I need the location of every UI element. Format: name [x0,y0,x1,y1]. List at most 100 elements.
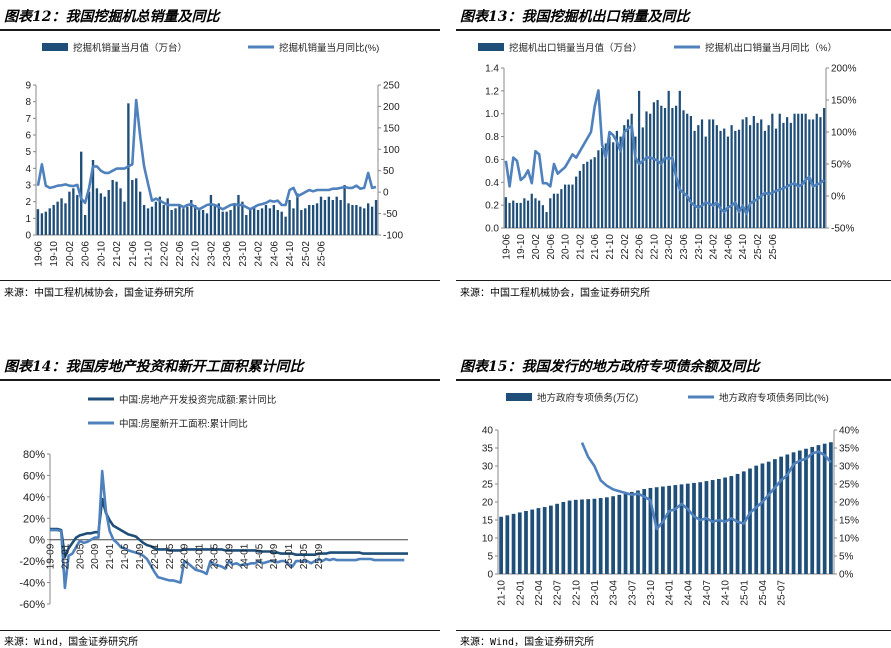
x-tick-label: 23-06 [222,241,233,267]
y-tick-label-left: 15 [482,516,494,527]
bar [505,197,507,228]
bar [316,203,318,235]
bar [292,208,294,235]
y-tick-label-left: 0.8 [485,132,499,143]
bar [131,180,133,235]
bar [237,195,239,235]
chart-svg: 挖掘机销量当月值（万台） 挖掘机销量当月同比(%) 0 1 2 3 4 5 6 7 8 9 -100 -5… [0,32,440,282]
x-tick-label: 24-09 [269,543,280,569]
bar [711,480,715,574]
bar [693,131,695,228]
bar [773,459,777,574]
y-tick-label-right: 150% [831,96,857,107]
source-rule [0,280,440,281]
bar [265,205,267,235]
x-tick-label: 23-06 [679,234,690,260]
bar [233,205,235,235]
bar [281,212,283,235]
x-tick-label: 23-10 [238,241,249,267]
bar [810,447,814,574]
x-tick-label: 23-01 [195,543,206,569]
bar [53,205,55,235]
bar [775,129,777,228]
x-tick-label: 22-04 [534,580,545,606]
y-tick-label-left: 5 [487,552,493,563]
bar [692,483,696,574]
bar [64,203,66,235]
x-tick-label: 20-10 [561,234,572,260]
panel-title: 图表13：我国挖掘机出口销量及同比 [460,6,689,26]
y-tick-label-right: -50 [383,209,398,220]
x-tick-label: 21-02 [112,241,123,267]
y-tick-label-right: 200% [831,64,857,75]
bar [705,137,707,228]
bar [537,508,541,574]
y-tick-label-left: 1.2 [485,86,499,97]
title-rule [456,379,891,381]
y-tick-label: 20% [23,513,45,525]
y-tick-label-right: 0% [831,192,846,203]
bar [343,185,345,235]
x-tick-label: 23-09 [225,543,236,569]
chart-panel-13: 图表13：我国挖掘机出口销量及同比 挖掘机出口销量当月值（万台） 挖掘机出口销量当… [456,0,891,300]
x-tick-label: 25-02 [753,234,764,260]
title-rule [0,29,440,31]
bar [123,202,125,235]
x-tick-label: 23-05 [210,543,221,569]
bar [320,197,322,235]
y-tick-label: 0% [29,535,45,547]
bar [673,485,677,574]
bar [760,119,762,228]
bar [627,119,629,228]
bar [111,180,113,235]
bar [60,198,62,235]
x-tick-label: 21-10 [144,241,155,267]
y-tick-label-left: 7 [25,114,31,125]
x-tick-label: 21-09 [135,543,146,569]
bar [245,215,247,235]
bar [701,119,703,228]
bar [135,178,137,235]
y-tick-label-right: 150 [383,123,400,134]
bar [660,106,662,228]
y-tick-label-right: 10% [839,534,859,545]
bar [49,208,51,235]
bar [723,478,727,574]
bar [571,185,573,228]
bar [798,451,802,574]
bar [579,171,581,228]
bar [786,117,788,228]
legend-swatch-bar [506,393,532,401]
bar [561,502,565,574]
bar [545,212,547,228]
bar [163,205,165,235]
y-tick-label-left: 25 [482,480,494,491]
bar [549,506,553,574]
bar [697,125,699,228]
x-tick-label: 25-07 [777,580,788,606]
y-tick-label-left: 1.4 [485,64,499,75]
bar [727,137,729,228]
bar [655,487,659,574]
y-tick-label-right: 50 [383,166,395,177]
x-tick-label: 22-05 [165,543,176,569]
bar [155,202,157,235]
bar [225,212,227,235]
bar [756,123,758,228]
x-tick-label: 23-02 [206,241,217,267]
bar [371,207,373,235]
x-tick-label: 19-10 [516,234,527,260]
bar [304,208,306,235]
bar [516,203,518,228]
x-tick-label: 23-02 [664,234,675,260]
bar [682,110,684,228]
chart-svg: 挖掘机出口销量当月值（万台） 挖掘机出口销量当月同比（%）0.00.20.40.6… [456,32,891,282]
y-tick-label-left: 0.0 [485,224,499,235]
bar [742,119,744,228]
bar [779,457,783,574]
x-tick-label: 25-06 [317,241,328,267]
x-tick-label: 22-10 [191,241,202,267]
bar [667,486,671,574]
bar [664,108,666,228]
bar [805,114,807,228]
